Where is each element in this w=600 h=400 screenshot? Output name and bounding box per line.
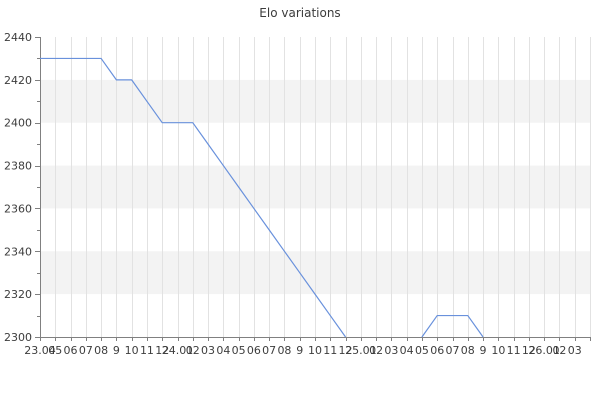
x-tick-label: 9 xyxy=(113,344,120,357)
x-tick-label: 03 xyxy=(384,344,398,357)
x-tick-label: 25.01 xyxy=(345,344,377,357)
elo-line-series xyxy=(40,57,484,338)
x-tick-label: 07 xyxy=(262,344,276,357)
x-tick-label: 9 xyxy=(480,344,487,357)
x-tick-label: 07 xyxy=(79,344,93,357)
x-tick-label: 06 xyxy=(247,344,261,357)
x-tick-label: 05 xyxy=(48,344,62,357)
y-tick-label: 2360 xyxy=(4,202,32,215)
x-tick-label: 11 xyxy=(323,344,337,357)
x-tick-label: 9 xyxy=(296,344,303,357)
x-tick-label: 04 xyxy=(216,344,230,357)
x-tick-label: 03 xyxy=(568,344,582,357)
x-tick-label: 11 xyxy=(507,344,521,357)
y-tick-label: 2440 xyxy=(4,31,32,44)
x-tick-label: 11 xyxy=(140,344,154,357)
x-tick-label: 07 xyxy=(446,344,460,357)
x-tick-label: 23.04 xyxy=(24,344,56,357)
x-tick-label: 02 xyxy=(552,344,566,357)
x-tick-label: 06 xyxy=(64,344,78,357)
y-tick-label: 2340 xyxy=(4,245,32,258)
x-tick-label: 02 xyxy=(369,344,383,357)
x-tick-label: 12 xyxy=(522,344,536,357)
x-tick-label: 05 xyxy=(232,344,246,357)
x-tick-label: 08 xyxy=(94,344,108,357)
x-tick-label: 10 xyxy=(125,344,139,357)
y-tick-label: 2400 xyxy=(4,117,32,130)
x-tick-label: 12 xyxy=(339,344,353,357)
x-tick-label: 06 xyxy=(430,344,444,357)
x-tick-label: 03 xyxy=(201,344,215,357)
x-tick-label: 10 xyxy=(491,344,505,357)
x-tick-label: 12 xyxy=(155,344,169,357)
chart-title: Elo variations xyxy=(259,6,341,20)
y-tick-label: 2420 xyxy=(4,74,32,87)
x-tick-label: 02 xyxy=(186,344,200,357)
y-tick-label: 2380 xyxy=(4,160,32,173)
x-tick-label: 04 xyxy=(400,344,414,357)
x-tick-label: 24.01 xyxy=(162,344,194,357)
y-tick-label: 2300 xyxy=(4,331,32,344)
x-tick-label: 10 xyxy=(308,344,322,357)
y-tick-label: 2320 xyxy=(4,288,32,301)
x-tick-label: 05 xyxy=(415,344,429,357)
x-tick-label: 08 xyxy=(461,344,475,357)
x-tick-label: 08 xyxy=(277,344,291,357)
x-tick-label: 26.01 xyxy=(528,344,560,357)
